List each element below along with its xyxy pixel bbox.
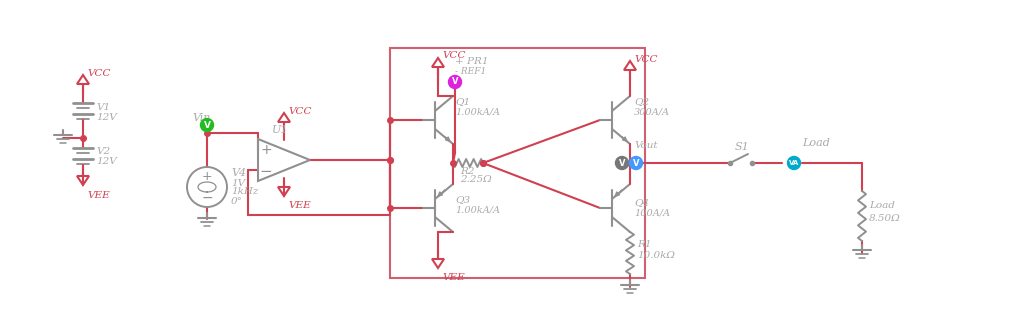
Text: Q3: Q3 bbox=[455, 196, 470, 204]
Text: R1: R1 bbox=[637, 240, 651, 249]
Text: 2.25Ω: 2.25Ω bbox=[460, 176, 492, 184]
Text: VCC: VCC bbox=[288, 107, 311, 115]
Text: V: V bbox=[452, 77, 459, 87]
Text: VCC: VCC bbox=[634, 55, 657, 63]
Text: - REF1: - REF1 bbox=[455, 67, 486, 75]
Text: Q1: Q1 bbox=[455, 98, 470, 107]
Text: 1.00kA/A: 1.00kA/A bbox=[455, 205, 500, 215]
Circle shape bbox=[449, 75, 462, 88]
Text: 12V: 12V bbox=[96, 158, 117, 166]
Text: −: − bbox=[260, 164, 272, 178]
Text: VCC: VCC bbox=[442, 51, 466, 61]
Text: VEE: VEE bbox=[442, 274, 465, 282]
Text: V: V bbox=[618, 158, 626, 167]
Bar bbox=[390, 48, 645, 278]
Circle shape bbox=[630, 157, 642, 170]
Circle shape bbox=[615, 157, 629, 170]
Text: Vin: Vin bbox=[193, 113, 210, 123]
Text: Q2: Q2 bbox=[634, 98, 649, 107]
Text: 10.0kΩ: 10.0kΩ bbox=[637, 251, 675, 260]
Text: + PR1: + PR1 bbox=[455, 57, 488, 67]
Text: 100A/A: 100A/A bbox=[634, 209, 670, 217]
Circle shape bbox=[201, 119, 213, 132]
Text: 8.50Ω: 8.50Ω bbox=[869, 214, 901, 223]
Text: V2: V2 bbox=[96, 147, 111, 157]
Text: 1.00kA/A: 1.00kA/A bbox=[455, 107, 500, 117]
Text: −: − bbox=[201, 191, 213, 205]
Text: 1V: 1V bbox=[231, 178, 245, 187]
Text: Load: Load bbox=[802, 138, 829, 148]
Text: Load: Load bbox=[869, 202, 895, 210]
Text: +: + bbox=[260, 143, 271, 157]
Text: V4: V4 bbox=[231, 168, 246, 178]
Text: VEE: VEE bbox=[87, 191, 110, 199]
Text: R2: R2 bbox=[460, 167, 474, 177]
Text: 1kHz: 1kHz bbox=[231, 187, 258, 197]
Text: +: + bbox=[202, 171, 212, 184]
Text: V1: V1 bbox=[96, 102, 111, 112]
Text: Vout: Vout bbox=[634, 140, 657, 150]
Text: Q4: Q4 bbox=[634, 198, 649, 208]
Text: VEE: VEE bbox=[288, 202, 310, 210]
Text: 12V: 12V bbox=[96, 113, 117, 121]
Text: 0°: 0° bbox=[231, 197, 243, 205]
Text: VCC: VCC bbox=[87, 68, 111, 77]
Text: V: V bbox=[633, 158, 639, 167]
Text: U1: U1 bbox=[272, 125, 289, 135]
Text: S1: S1 bbox=[735, 142, 750, 152]
Text: V: V bbox=[204, 120, 211, 130]
Text: VA: VA bbox=[788, 160, 799, 166]
Text: 300A/A: 300A/A bbox=[634, 107, 670, 117]
Circle shape bbox=[787, 157, 801, 170]
